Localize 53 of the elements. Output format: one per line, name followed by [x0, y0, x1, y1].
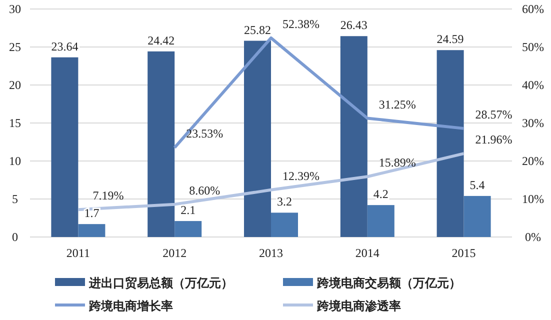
- data-label: 7.19%: [92, 188, 124, 203]
- data-label: 52.38%: [282, 16, 320, 31]
- x-tick-label: 2014: [355, 246, 380, 260]
- legend-label: 跨境电商渗透率: [316, 299, 401, 313]
- y2-tick-label: 0%: [525, 230, 541, 244]
- data-label: 23.64: [51, 39, 78, 54]
- bar: [464, 196, 491, 237]
- bar: [78, 224, 106, 237]
- y-tick-label: 30: [9, 2, 21, 16]
- data-label: 21.96%: [475, 132, 512, 147]
- data-label: 3.2: [277, 194, 292, 209]
- data-label: 24.59: [436, 32, 464, 46]
- data-label: 2.1: [180, 203, 196, 218]
- data-label: 23.53%: [186, 126, 224, 141]
- data-label: 25.82: [244, 22, 271, 37]
- y2-tick-label: 10%: [522, 192, 544, 206]
- y-tick-label: 5: [12, 192, 18, 206]
- bar: [367, 205, 394, 237]
- y2-tick-label: 20%: [522, 154, 544, 168]
- data-label: 12.39%: [282, 168, 320, 183]
- data-label: 28.57%: [475, 107, 512, 122]
- data-label: 1.7: [84, 206, 100, 220]
- bar: [148, 51, 175, 237]
- data-label: 24.42: [148, 33, 175, 48]
- y2-tick-label: 30%: [522, 116, 544, 130]
- y-tick-label: 20: [9, 78, 21, 92]
- legend-label: 跨境电商交易额（万亿元）: [316, 276, 461, 290]
- y-tick-label: 0: [12, 230, 18, 244]
- x-tick-label: 2012: [162, 246, 187, 260]
- data-label: 5.4: [470, 178, 485, 192]
- data-label: 15.89%: [378, 156, 416, 170]
- x-tick-label: 2015: [452, 246, 476, 260]
- line-series: [173, 36, 466, 150]
- y-tick-label: 15: [9, 116, 21, 130]
- data-label: 8.60%: [189, 183, 220, 198]
- data-label: 31.25%: [378, 97, 416, 112]
- y-tick-label: 10: [9, 154, 21, 168]
- x-tick-label: 2011: [66, 246, 90, 260]
- data-label: 4.2: [373, 187, 388, 202]
- bar: [51, 57, 78, 237]
- y2-tick-label: 40%: [522, 78, 544, 92]
- data-label: 26.43: [340, 18, 368, 32]
- bar: [436, 50, 464, 237]
- legend-label: 进出口贸易总额（万亿元）: [88, 276, 233, 290]
- bar: [271, 212, 298, 237]
- legend-label: 跨境电商增长率: [88, 299, 173, 313]
- y2-tick-label: 50%: [522, 40, 544, 54]
- bar: [174, 221, 202, 237]
- y2-tick-label: 60%: [522, 2, 544, 16]
- bar: [340, 36, 368, 237]
- x-tick-label: 2013: [259, 246, 283, 260]
- bar: [244, 40, 271, 237]
- y-tick-label: 25: [9, 40, 21, 54]
